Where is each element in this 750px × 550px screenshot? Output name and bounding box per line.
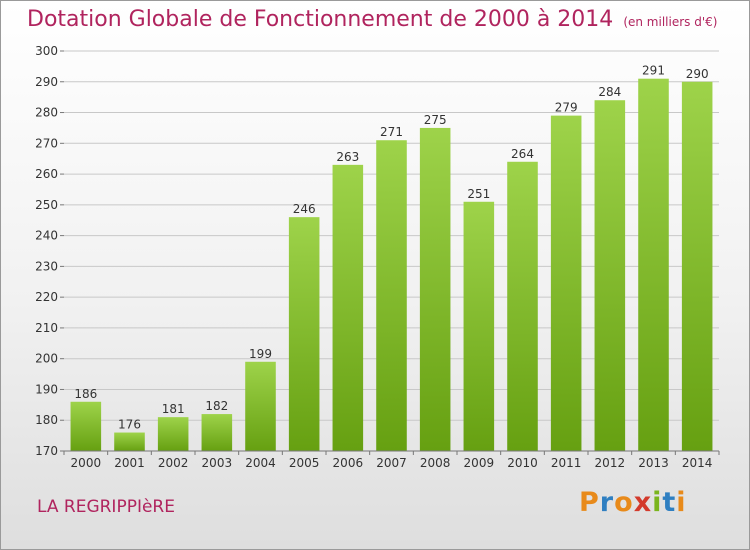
bar-2013 [638,78,669,451]
x-tick-label-2004: 2004 [245,456,276,470]
y-tick-label: 290 [35,75,58,89]
y-tick-label: 280 [35,106,58,120]
data-label-2011: 279 [555,101,578,115]
data-label-2007: 271 [380,125,403,139]
x-tick-label-2006: 2006 [333,456,364,470]
x-tick-label-2011: 2011 [551,456,582,470]
logo-letter: r [599,487,615,518]
data-label-2005: 246 [293,202,316,216]
data-label-2000: 186 [74,387,97,401]
logo-letter: i [652,487,663,518]
bar-2010 [507,161,538,451]
commune-name: LA REGRIPPIèRE [37,497,175,517]
y-tick-label: 190 [35,382,58,396]
logo-letter: x [633,487,653,518]
y-tick-label: 200 [35,352,58,366]
logo-letter: t [662,487,677,518]
x-tick-label-2010: 2010 [507,456,538,470]
data-label-2010: 264 [511,147,534,161]
data-label-2009: 251 [467,187,490,201]
data-label-2008: 275 [424,113,447,127]
x-tick-label-2012: 2012 [595,456,626,470]
data-label-2001: 176 [118,418,141,432]
bars: 186 176 181 182 199 246 263 271 275 251 264 279 284 2… [70,64,713,452]
y-tick-label: 240 [35,229,58,243]
y-tick-label: 210 [35,321,58,335]
data-label-2002: 181 [162,402,185,416]
chart-subtitle: (en milliers d'€) [623,15,718,29]
bar-2003 [201,414,233,451]
y-tick-label: 260 [35,167,58,181]
x-tick-label-2002: 2002 [158,456,189,470]
bar-2006 [332,164,364,451]
chart-title-text: Dotation Globale de Fonctionnement de 20… [27,7,614,32]
bar-2014 [681,81,713,452]
x-tick-label-2005: 2005 [289,456,320,470]
logo-letter: o [614,487,634,518]
proxiti-logo: Proxiti [579,487,687,518]
bar-2004 [245,361,276,451]
bar-2005 [288,217,320,451]
logo-letter: i [676,487,687,518]
x-tick-label-2007: 2007 [376,456,407,470]
x-axis-ticks: 2000 2001 2002 2003 2004 2005 2006 2007 2008 2009… [63,451,720,470]
bar-2012 [594,100,626,451]
y-tick-label: 170 [35,444,58,458]
bar-2011 [550,115,582,451]
data-label-2014: 290 [686,67,709,81]
logo-letter: P [579,487,600,518]
data-label-2013: 291 [642,64,665,78]
x-tick-label-2009: 2009 [464,456,495,470]
bar-2009 [463,201,495,451]
data-label-2004: 199 [249,347,272,361]
data-label-2006: 263 [336,150,359,164]
data-label-2003: 182 [205,399,228,413]
y-tick-label: 220 [35,290,58,304]
x-tick-label-2000: 2000 [71,456,102,470]
y-tick-label: 180 [35,413,58,427]
y-axis-ticks: 170 180 190 200 210 220 230 240 250 260 270 280 290 3… [35,44,64,458]
x-tick-label-2008: 2008 [420,456,451,470]
bar-2001 [114,432,145,451]
x-tick-label-2014: 2014 [682,456,713,470]
bar-2008 [419,127,451,451]
chart-title: Dotation Globale de Fonctionnement de 20… [27,7,717,32]
bar-2000 [70,401,102,451]
bar-2002 [157,417,189,451]
x-tick-label-2003: 2003 [202,456,233,470]
y-tick-label: 230 [35,259,58,273]
bar-2007 [376,140,407,451]
x-tick-label-2001: 2001 [114,456,145,470]
x-tick-label-2013: 2013 [638,456,669,470]
y-tick-label: 270 [35,136,58,150]
y-tick-label: 250 [35,198,58,212]
y-tick-label: 300 [35,44,58,58]
data-label-2012: 284 [598,85,621,99]
